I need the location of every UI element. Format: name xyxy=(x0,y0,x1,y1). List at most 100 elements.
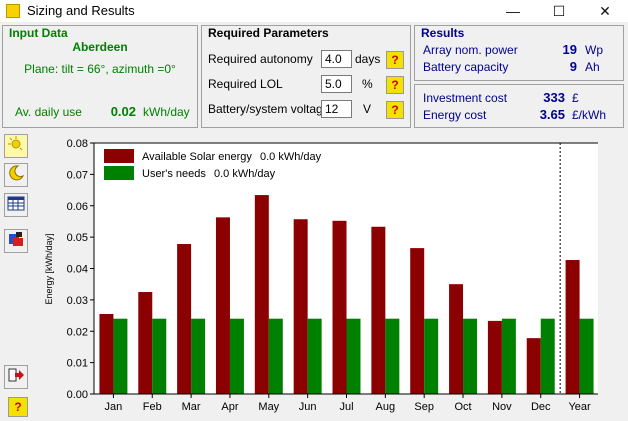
bar-needs xyxy=(268,318,283,394)
battery-capacity-label: Battery capacity xyxy=(423,60,509,74)
x-tick-label: Jan xyxy=(105,401,123,413)
voltage-unit: V xyxy=(363,102,372,116)
y-tick-label: 0.08 xyxy=(67,138,88,150)
lol-unit: % xyxy=(362,77,373,91)
moon-button[interactable] xyxy=(4,163,28,187)
battery-capacity-value: 9 xyxy=(569,59,577,74)
lol-input[interactable]: 5.0 xyxy=(321,75,352,93)
y-tick-label: 0.03 xyxy=(67,295,88,307)
exit-button[interactable] xyxy=(4,365,28,389)
bar-solar xyxy=(293,219,308,394)
autonomy-help-button[interactable]: ? xyxy=(386,51,404,69)
exit-icon xyxy=(8,368,24,382)
bar-needs xyxy=(307,318,322,394)
y-tick-label: 0.00 xyxy=(67,389,88,401)
bar-solar xyxy=(254,195,269,394)
x-tick-label: Nov xyxy=(492,401,512,413)
x-tick-label: Dec xyxy=(531,401,551,413)
chart-button[interactable] xyxy=(4,229,28,253)
results-heading: Results xyxy=(421,26,465,40)
autonomy-input[interactable]: 4.0 xyxy=(321,50,352,68)
legend: Available Solar energy 0.0 kWh/day User'… xyxy=(104,149,322,180)
legend-needs-swatch xyxy=(104,166,134,180)
legend-needs-label: User's needs xyxy=(142,168,206,180)
required-parameters-panel: Required Parameters Required autonomy 4.… xyxy=(201,25,411,128)
x-tick-label: Aug xyxy=(376,401,396,413)
autonomy-label: Required autonomy xyxy=(208,52,313,66)
daily-use-value: 0.02 xyxy=(110,104,136,119)
bar-solar xyxy=(449,284,464,394)
calendar-icon xyxy=(7,196,25,211)
bar-solar xyxy=(215,217,230,394)
sun-button[interactable] xyxy=(4,134,28,158)
lol-label: Required LOL xyxy=(208,77,283,91)
y-tick-label: 0.06 xyxy=(67,201,88,213)
voltage-label: Battery/system voltage xyxy=(208,102,330,116)
x-tick-label: Apr xyxy=(221,401,238,413)
daily-use-label: Av. daily use xyxy=(15,105,82,119)
voltage-help-button[interactable]: ? xyxy=(386,101,404,119)
bar-solar xyxy=(138,292,153,394)
energy-cost-unit: £/kWh xyxy=(572,108,607,122)
x-tick-label: Jun xyxy=(299,401,317,413)
bar-solar xyxy=(410,248,425,394)
calendar-button[interactable] xyxy=(4,193,28,217)
lol-help-button[interactable]: ? xyxy=(386,76,404,94)
bar-needs xyxy=(540,318,555,394)
y-axis-label: Energy [kWh/day] xyxy=(44,233,54,304)
input-data-heading: Input Data xyxy=(9,26,68,40)
bar-solar xyxy=(487,320,502,394)
bar-solar xyxy=(332,220,347,394)
bar-needs xyxy=(501,318,516,394)
x-tick-label: Oct xyxy=(454,401,471,413)
bar-needs xyxy=(385,318,400,394)
energy-chart: 0.00 0.01 0.02 0.03 0.04 0.05 0.06 0.07 0.08 Jan… xyxy=(44,138,598,413)
bar-needs xyxy=(152,318,167,394)
x-tick-label: Year xyxy=(568,401,591,413)
bar-solar xyxy=(371,226,386,394)
y-tick-label: 0.02 xyxy=(67,326,88,338)
cost-panel: Investment cost 333 £ Energy cost 3.65 £… xyxy=(414,84,624,128)
voltage-input[interactable]: 12 xyxy=(321,100,352,118)
bar-solar xyxy=(99,313,114,394)
y-tick-label: 0.01 xyxy=(67,358,88,370)
battery-capacity-unit: Ah xyxy=(585,60,600,74)
close-button[interactable]: ✕ xyxy=(599,3,611,19)
plane-orientation: Plane: tilt = 66°, azimuth =0° xyxy=(24,62,176,76)
bar-solar xyxy=(526,338,541,394)
y-tick-label: 0.07 xyxy=(67,169,88,181)
legend-solar-label: Available Solar energy xyxy=(142,151,252,163)
energy-cost-label: Energy cost xyxy=(423,108,487,122)
bar-needs xyxy=(424,318,439,394)
moon-icon xyxy=(9,165,25,181)
y-tick-label: 0.04 xyxy=(67,264,88,276)
investment-cost-value: 333 xyxy=(543,90,565,105)
bar-solar xyxy=(565,260,580,394)
legend-needs-value: 0.0 kWh/day xyxy=(214,168,276,180)
app-icon xyxy=(6,4,20,18)
autonomy-unit: days xyxy=(355,52,381,66)
window-title: Sizing and Results xyxy=(27,3,135,18)
x-tick-label: May xyxy=(258,401,279,413)
bar-needs xyxy=(346,318,361,394)
x-tick-label: Sep xyxy=(414,401,434,413)
y-tick-label: 0.05 xyxy=(67,232,88,244)
minimize-button[interactable]: — xyxy=(506,3,520,19)
daily-use-unit: kWh/day xyxy=(143,105,190,119)
legend-solar-swatch xyxy=(104,149,134,163)
x-tick-label: Mar xyxy=(182,401,201,413)
array-power-unit: Wp xyxy=(585,43,603,57)
site-name: Aberdeen xyxy=(72,40,128,54)
bar-needs xyxy=(113,318,128,394)
results-panel: Results Array nom. power 19 Wp Battery c… xyxy=(414,25,624,81)
bar-needs xyxy=(579,318,594,394)
maximize-button[interactable]: ☐ xyxy=(552,3,566,19)
input-data-panel: Input Data Aberdeen Plane: tilt = 66°, a… xyxy=(2,25,198,128)
investment-cost-label: Investment cost xyxy=(423,91,508,105)
energy-cost-value: 3.65 xyxy=(539,107,565,122)
title-bar: Sizing and Results — ☐ ✕ xyxy=(0,0,628,22)
bar-needs xyxy=(229,318,244,394)
bar-needs xyxy=(463,318,478,394)
investment-cost-unit: £ xyxy=(572,91,579,105)
sidebar-help-button[interactable]: ? xyxy=(8,397,28,417)
